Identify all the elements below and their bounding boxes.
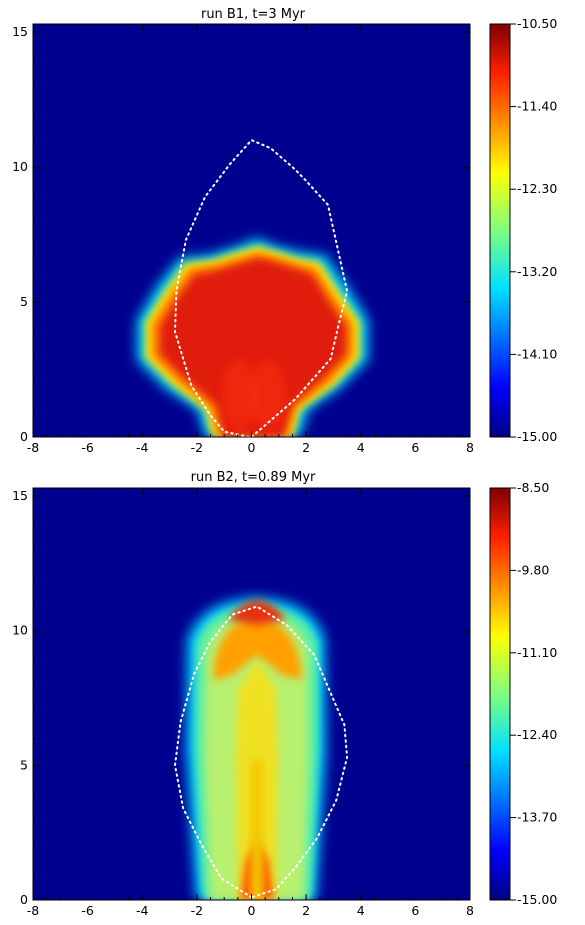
colorbar-ticks: -10.50 -11.40 -12.30 -13.20 -14.10 -15.00: [510, 16, 557, 444]
panel-title: run B1, t=3 Myr: [201, 7, 306, 22]
contour-line: [173, 605, 349, 899]
overlay-contour: [173, 138, 349, 438]
colorbar-frame: [489, 487, 511, 901]
x-tick-label: -2: [191, 903, 203, 918]
panel-b2: run B2, t=0.89 Myr -8 -6 -4 -2 0 2 4 6 8 051015 …: [12, 470, 557, 918]
y-tick-label: 0: [20, 892, 28, 907]
panel-title: run B2, t=0.89 Myr: [191, 470, 316, 485]
colorbar-tick-label: -15.00: [517, 892, 557, 907]
y-tick-label: 0: [20, 429, 28, 444]
x-tick-label: -2: [191, 440, 203, 455]
panel-b1: run B1, t=3 Myr -8 -6 -4 -2 0 2 4 6 8 0 5 10 15 -10…: [12, 7, 557, 455]
colorbar-gradient: [490, 488, 510, 900]
overlay-contour: [173, 605, 349, 899]
x-tick-label: 8: [466, 440, 474, 455]
x-tick-label: 6: [411, 440, 419, 455]
colorbar: -8.50 -9.80 -11.10 -12.40 -13.70 -15.00: [489, 480, 557, 907]
x-tick-label: 2: [302, 903, 310, 918]
colorbar-tick-label: -10.50: [517, 16, 557, 31]
x-tick-label: -6: [81, 440, 94, 455]
y-tick-label: 10: [12, 623, 28, 638]
x-tick-label: -4: [136, 903, 149, 918]
colorbar-tick-label: -13.20: [517, 264, 557, 279]
x-tick-label: -8: [27, 440, 40, 455]
colorbar: -10.50 -11.40 -12.30 -13.20 -14.10 -15.00: [489, 16, 557, 444]
x-tick-label: 4: [357, 903, 365, 918]
colorbar-tick-label: -12.30: [517, 181, 557, 196]
colorbar-tick-label: -9.80: [517, 562, 549, 577]
x-tick-label: 0: [248, 903, 256, 918]
y-tick-label: 5: [20, 757, 28, 772]
x-tick-label: 4: [357, 440, 365, 455]
x-axis: -8 -6 -4 -2 0 2 4 6 8: [27, 24, 474, 455]
heatmap-field: [137, 238, 368, 437]
colorbar-tick-label: -14.10: [517, 346, 557, 361]
contour-line: [173, 138, 349, 438]
y-tick-label: 15: [12, 488, 28, 503]
x-tick-label: 2: [302, 440, 310, 455]
x-tick-label: 8: [466, 903, 474, 918]
colorbar-tick-label: -11.10: [517, 645, 557, 660]
x-tick-label: 6: [411, 903, 419, 918]
y-tick-label: 15: [12, 24, 28, 39]
x-tick-label: -4: [136, 440, 149, 455]
y-tick-label: 10: [12, 159, 28, 174]
colorbar-frame: [489, 23, 511, 438]
x-tick-label: -8: [27, 903, 40, 918]
heatmap-field: [186, 597, 326, 900]
x-tick-label: -6: [81, 903, 94, 918]
y-tick-label: 5: [20, 294, 28, 309]
x-axis: -8 -6 -4 -2 0 2 4 6 8: [27, 488, 474, 918]
colorbar-gradient: [490, 24, 510, 437]
colorbar-tick-label: -11.40: [517, 99, 557, 114]
colorbar-tick-label: -15.00: [517, 429, 557, 444]
x-tick-label: 0: [248, 440, 256, 455]
y-axis: 0 5 10 15: [12, 24, 470, 444]
colorbar-tick-label: -12.40: [517, 727, 557, 742]
colorbar-tick-label: -8.50: [517, 480, 549, 495]
y-axis: 0 5 10 15: [12, 488, 470, 907]
colorbar-ticks: -8.50 -9.80 -11.10 -12.40 -13.70 -15.00: [510, 480, 557, 907]
colorbar-tick-label: -13.70: [517, 810, 557, 825]
